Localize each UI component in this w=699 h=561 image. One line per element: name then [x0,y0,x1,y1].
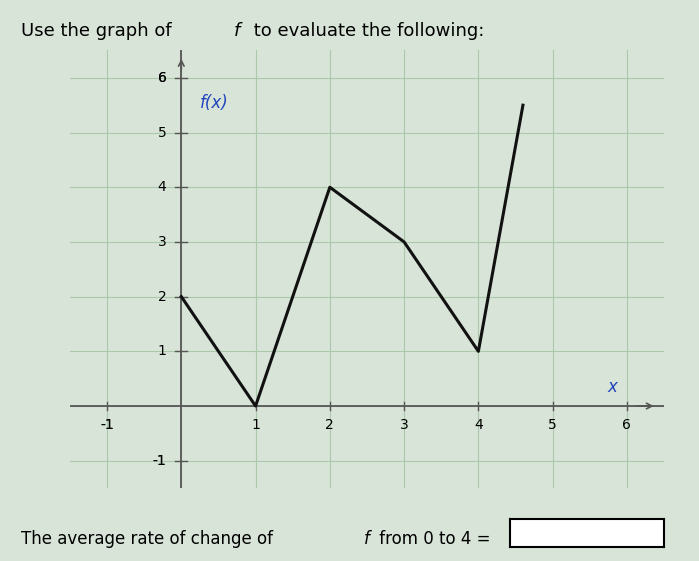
Text: 6: 6 [623,418,631,432]
Text: 5: 5 [548,418,557,432]
Text: 3: 3 [158,235,166,249]
Text: 2: 2 [158,289,166,304]
Text: 2: 2 [326,418,334,432]
Text: to evaluate the following:: to evaluate the following: [248,22,484,40]
Text: -1: -1 [100,418,114,432]
Text: 5: 5 [158,126,166,140]
Text: 1: 1 [251,418,260,432]
Text: -1: -1 [100,418,114,432]
Text: f: f [363,530,369,548]
Text: 4: 4 [158,180,166,194]
Text: x: x [607,378,617,396]
Text: 6: 6 [157,71,166,85]
Text: 4: 4 [474,418,483,432]
Text: from 0 to 4 =: from 0 to 4 = [374,530,491,548]
Text: -1: -1 [152,454,166,468]
Text: f(x): f(x) [200,94,229,112]
Text: 3: 3 [400,418,408,432]
Text: -1: -1 [152,454,166,468]
Text: 6: 6 [157,71,166,85]
Text: The average rate of change of: The average rate of change of [21,530,278,548]
Text: 1: 1 [157,344,166,358]
Text: Use the graph of: Use the graph of [21,22,178,40]
Text: f: f [234,22,240,40]
